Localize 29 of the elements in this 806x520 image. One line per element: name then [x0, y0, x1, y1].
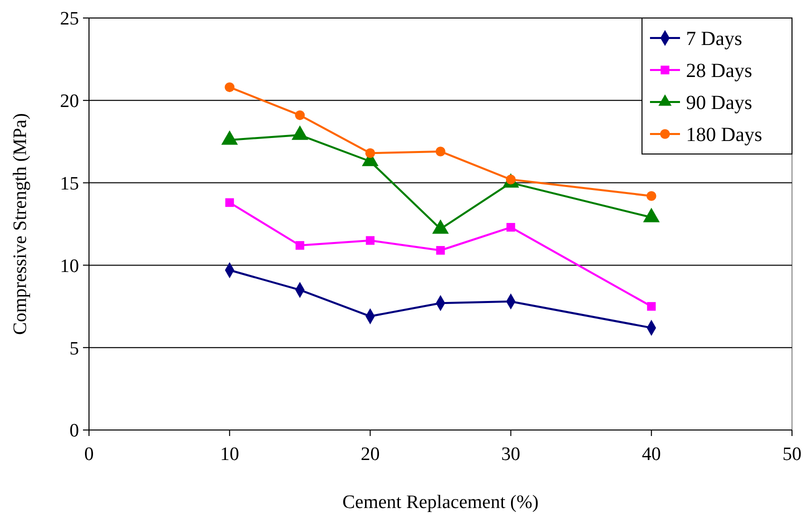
x-tick-label: 20	[360, 444, 380, 465]
x-tick-label: 10	[220, 444, 240, 465]
point	[366, 236, 375, 245]
point	[296, 241, 304, 250]
legend-label: 90 Days	[686, 92, 752, 114]
legend-label: 180 Days	[686, 124, 762, 146]
point	[436, 146, 446, 156]
y-tick-label: 0	[70, 420, 79, 442]
x-tick-label: 30	[501, 444, 520, 465]
point	[436, 246, 445, 255]
y-tick-label: 15	[60, 173, 79, 194]
point	[224, 82, 234, 92]
y-tick-label: 25	[60, 8, 79, 30]
x-tick-label: 0	[84, 444, 94, 465]
y-tick-label: 5	[70, 338, 79, 360]
point	[647, 302, 656, 311]
y-axis-title: Compressive Strength (MPa)	[10, 113, 31, 335]
point	[365, 148, 376, 158]
x-tick-label: 40	[642, 444, 661, 465]
point	[225, 198, 234, 207]
legend-label: 28 Days	[686, 60, 752, 82]
y-tick-label: 20	[60, 91, 79, 112]
point	[506, 222, 516, 232]
point	[646, 191, 656, 201]
legend-label: 7 Days	[686, 28, 742, 50]
y-tick-label: 10	[60, 256, 79, 277]
x-axis-title: Cement Replacement (%)	[342, 492, 539, 513]
point	[295, 110, 305, 120]
x-tick-label: 50	[782, 444, 802, 465]
